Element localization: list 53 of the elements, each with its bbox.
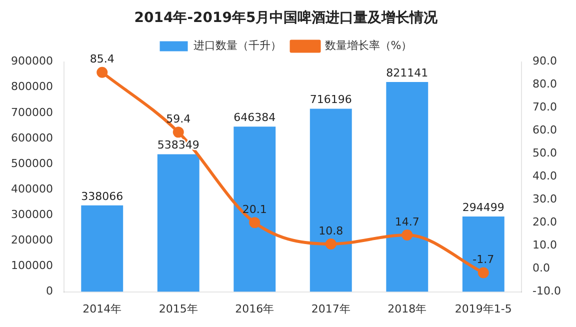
chart-title: 2014年-2019年5月中国啤酒进口量及增长情况	[134, 9, 439, 26]
bar	[234, 126, 276, 292]
legend-label: 进口数量（千升）	[193, 39, 282, 52]
data-label: 294499	[462, 200, 504, 214]
data-label: 20.1	[242, 202, 267, 216]
y2-tick-label: 60.0	[532, 124, 558, 137]
bar	[157, 154, 200, 292]
bar	[386, 82, 428, 292]
y-tick-label: 800000	[10, 80, 53, 94]
x-tick-label: 2018年	[388, 302, 427, 316]
bar	[310, 108, 352, 292]
y-tick-label: 300000	[10, 208, 53, 221]
point	[325, 238, 336, 250]
data-label: 85.4	[90, 52, 114, 66]
data-label: 338066	[81, 190, 124, 203]
y2-tick-label: 40.0	[532, 170, 558, 183]
x-tick-label: 2016年	[235, 302, 274, 316]
y2-tick-label: 50.0	[532, 146, 558, 160]
point	[172, 126, 184, 138]
y2-tick-label: -10.0	[532, 284, 562, 298]
x-tick-label: 2015年	[158, 302, 198, 316]
y-tick-label: 700000	[10, 106, 53, 119]
y-tick-label: 600000	[10, 131, 53, 144]
y2-tick-label: 0.0	[532, 262, 550, 275]
y2-tick-label: 70.0	[532, 100, 558, 114]
point	[402, 229, 413, 240]
point	[478, 267, 489, 278]
bar	[81, 205, 124, 292]
data-label: 59.4	[166, 112, 191, 126]
y-tick-label: 500000	[10, 156, 53, 170]
point	[96, 66, 108, 78]
y-tick-label: 100000	[10, 259, 53, 272]
y-tick-label: 400000	[10, 182, 53, 196]
x-tick-label: 2019年1-5	[454, 302, 512, 316]
data-label: 716196	[310, 93, 352, 106]
point	[249, 217, 260, 228]
y2-tick-label: 10.0	[532, 238, 558, 252]
y-tick-label: 900000	[10, 54, 53, 68]
y-tick-label: 200000	[10, 234, 53, 247]
x-tick-label: 2017年	[311, 302, 350, 316]
data-label: 10.8	[318, 224, 344, 238]
legend-label: 数量增长率（%）	[324, 39, 412, 52]
data-label: 646384	[234, 110, 276, 124]
x-tick-label: 2014年	[82, 302, 122, 316]
y2-tick-label: 90.0	[532, 54, 558, 68]
data-label: -1.7	[472, 253, 494, 266]
y2-tick-label: 30.0	[532, 192, 558, 206]
bar	[462, 216, 504, 292]
data-label: 821141	[386, 66, 428, 80]
y-tick-label: 0	[46, 284, 53, 298]
data-label: 14.7	[394, 215, 420, 228]
y2-tick-label: 20.0	[532, 216, 558, 229]
y2-tick-label: 80.0	[532, 78, 558, 91]
